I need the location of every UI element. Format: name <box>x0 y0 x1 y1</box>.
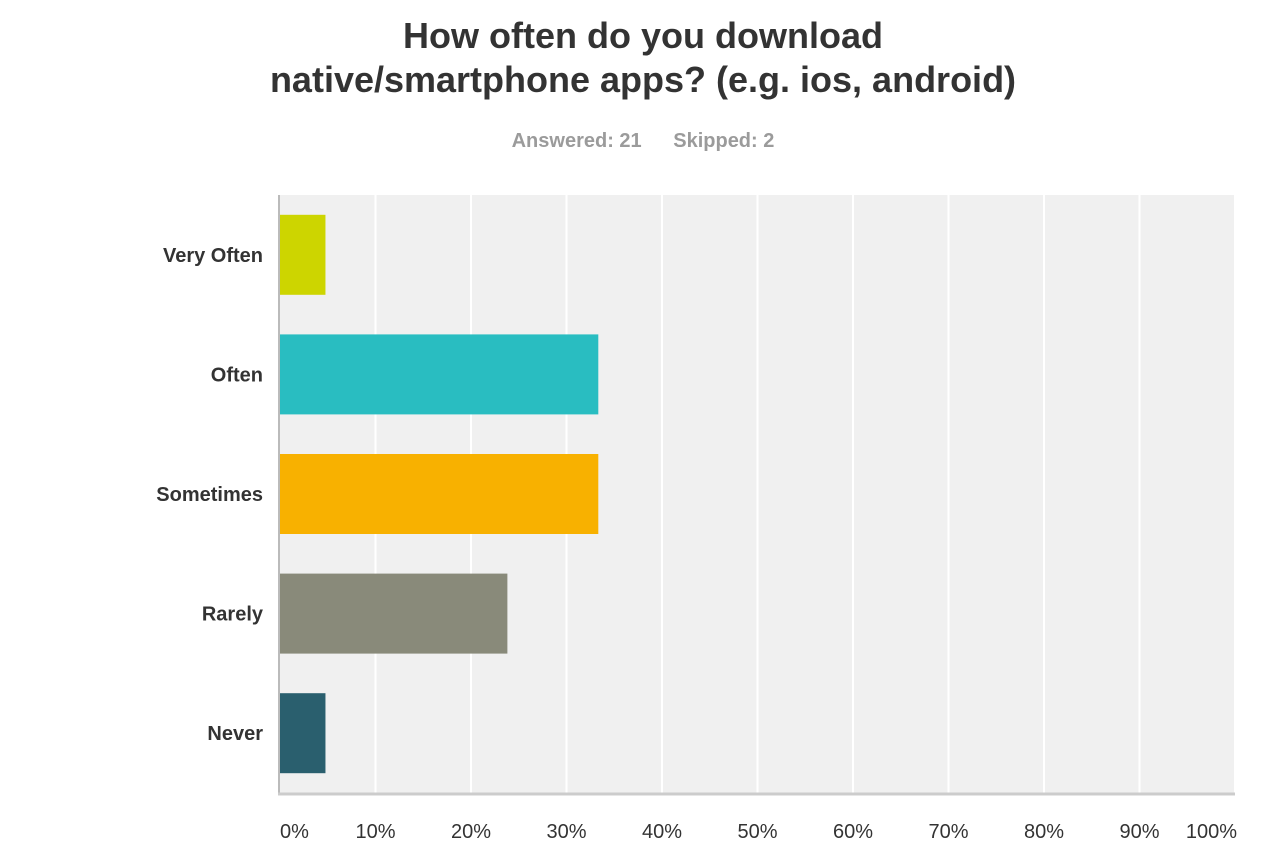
chart-title-line-2: native/smartphone apps? (e.g. ios, andro… <box>269 59 1017 100</box>
skipped-count: Skipped: 2 <box>673 130 775 152</box>
response-stats: Answered: 21 Skipped: 2 <box>0 130 1280 153</box>
x-tick-label: 30% <box>546 821 586 843</box>
x-tick-label: 90% <box>1119 821 1159 843</box>
x-tick-label: 60% <box>833 821 873 843</box>
bars <box>280 214 599 774</box>
bar-often <box>280 334 599 415</box>
category-label: Rarely <box>202 604 264 626</box>
x-tick-label: 70% <box>928 821 968 843</box>
category-labels: Very Often Often Sometimes Rarely Never <box>156 245 264 745</box>
x-tick-label: 80% <box>1024 821 1064 843</box>
chart-title-line-1: How often do you download <box>403 15 883 56</box>
category-label: Never <box>207 723 263 745</box>
x-tick-label: 20% <box>451 821 491 843</box>
category-label: Very Often <box>163 245 263 267</box>
x-tick-label: 10% <box>355 821 395 843</box>
x-tick-label: 100% <box>1186 821 1237 843</box>
category-label: Often <box>211 364 263 386</box>
chart-title: How often do you download native/smartph… <box>0 14 1280 102</box>
category-label: Sometimes <box>156 484 263 506</box>
bar-sometimes <box>280 454 599 534</box>
x-tick-labels: 0% 10% 20% 30% 40% 50% 60% 70% 80% 90% 100% <box>280 821 1237 843</box>
x-tick-label: 40% <box>642 821 682 843</box>
answered-count: Answered: 21 <box>511 130 642 152</box>
x-tick-label: 0% <box>280 821 309 843</box>
bar-very-often <box>280 214 326 295</box>
bar-never <box>280 693 326 774</box>
x-tick-label: 50% <box>737 821 777 843</box>
bar-rarely <box>280 573 508 654</box>
